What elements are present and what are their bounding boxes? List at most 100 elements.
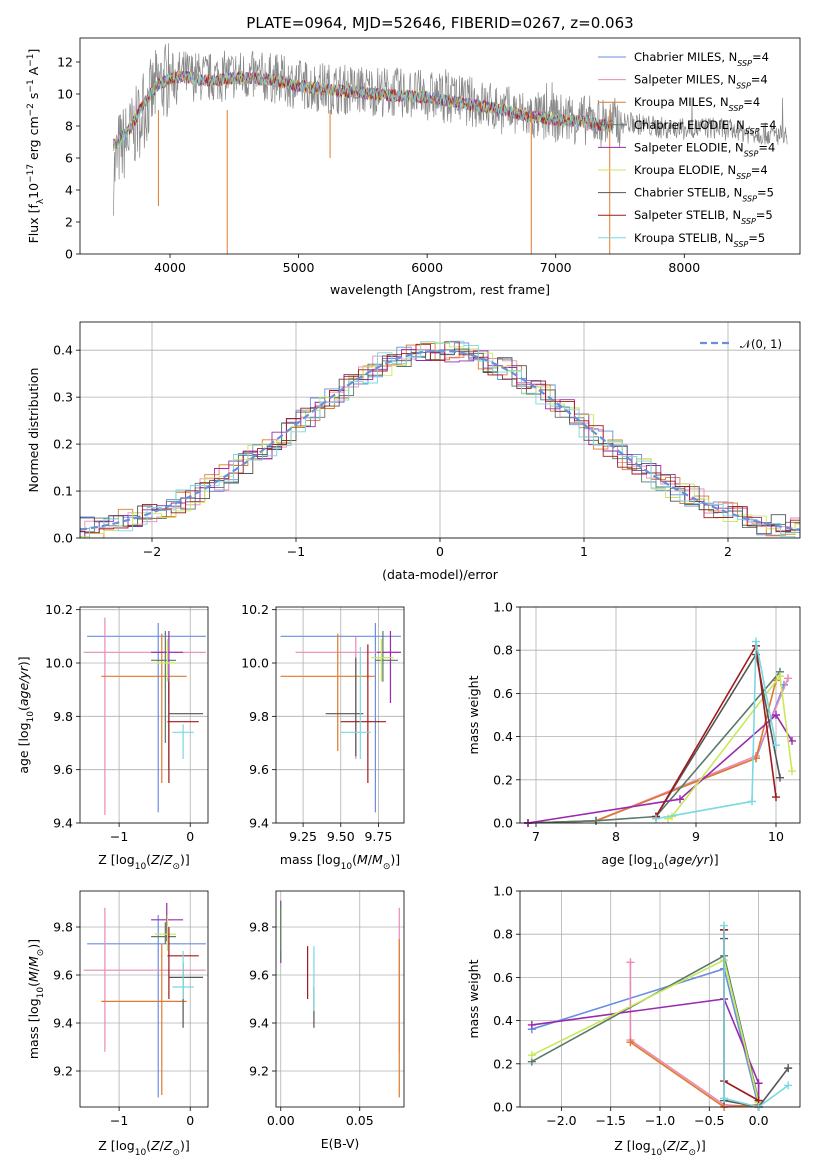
age-vs-mass-xlabel-part: 10	[341, 862, 353, 872]
residuals-ytick-label: 0.3	[53, 390, 73, 405]
legend-n: =5	[756, 208, 773, 222]
weight-vs-Z-ytick-label: 1.0	[493, 884, 513, 899]
weight-vs-Z-marker	[784, 1064, 793, 1073]
weight-vs-age-series-8	[655, 641, 777, 820]
legend-n: =4	[758, 140, 775, 154]
spectrum-ylabel-part: ]	[26, 49, 41, 54]
age-vs-Z-ytick-label: 9.8	[53, 709, 73, 724]
residuals-ytick-label: 0.2	[53, 437, 73, 452]
spectrum-ylabel-part: −17	[26, 164, 36, 183]
weight-vs-age-marker	[784, 674, 792, 683]
legend-entry-8: Kroupa STELIB, NSSP=5	[634, 231, 765, 249]
mass-vs-EBV-xlabel: E(B-V)	[321, 1136, 360, 1151]
weight-vs-Z-xlabel-part: Z [log	[614, 1138, 650, 1153]
mass-vs-EBV-ytick-label: 9.2	[249, 1064, 269, 1079]
spectrum-xtick-label: 4000	[154, 260, 186, 275]
mass-vs-Z-ytick-label: 9.4	[53, 1016, 73, 1031]
spectrum-ytick-label: 2	[65, 215, 73, 230]
legend-n: =4	[751, 73, 768, 87]
age-vs-mass-xlabel-part: ⊙	[383, 862, 391, 872]
mass-vs-EBV-points	[280, 900, 400, 1098]
weight-vs-Z-series-8	[723, 925, 789, 1108]
age-vs-mass-xlabel-part: (	[352, 852, 357, 867]
spectrum-ylabel-part: A	[26, 66, 41, 79]
weight-vs-age-xtick-label: 10	[768, 829, 784, 844]
legend-entry-4: Salpeter ELODIE, NSSP=4	[634, 140, 775, 158]
mass-vs-EBV-xtick-label: 0.05	[346, 1113, 374, 1128]
residuals-xtick-label: 0	[436, 544, 444, 559]
weight-vs-Z-marker	[720, 1094, 729, 1103]
weight-vs-Z-xlabel: Z [log10(Z/Z⊙)]	[614, 1138, 706, 1158]
weight-vs-age-series-2	[527, 680, 777, 824]
weight-vs-age-marker	[752, 637, 760, 646]
residuals-hist-5	[80, 341, 800, 537]
mass-vs-Z-frame	[79, 890, 209, 1108]
mass-vs-Z-xlabel-part: Z [log	[98, 1138, 134, 1153]
age-vs-Z-xtick-label: −1	[110, 829, 128, 844]
age-vs-mass-xlabel-part: M	[357, 852, 368, 867]
weight-vs-age-ytick-label: 0.0	[493, 816, 513, 831]
mass-vs-EBV-frame	[275, 890, 405, 1108]
age-vs-mass-xlabel-part: )]	[390, 852, 400, 867]
legend-entry-6: Chabrier STELIB, NSSP=5	[634, 186, 774, 204]
age-vs-Z-xlabel-part: ⊙	[172, 862, 180, 872]
spectrum-ylabel-part: s	[26, 93, 41, 104]
spectrum-lines	[113, 43, 788, 254]
weight-vs-age-ytick-label: 0.6	[493, 686, 513, 701]
weight-vs-Z-ytick-label: 0.6	[493, 970, 513, 985]
legend-sub: SSP	[742, 194, 757, 203]
residuals-xtick-label: −2	[143, 544, 161, 559]
weight-vs-age-xlabel-part: age/yr	[669, 852, 710, 867]
spectrum-ylabel-part: erg cm	[26, 116, 41, 164]
weight-vs-age-marker	[676, 795, 684, 804]
weight-vs-Z-series-4	[531, 998, 760, 1107]
mass-vs-Z-ylabel-part: )]	[26, 939, 41, 949]
legend-text: Salpeter MILES, N	[634, 73, 736, 87]
mass-vs-Z-xlabel: Z [log10(Z/Z⊙)]	[98, 1138, 190, 1158]
age-vs-Z-ytick-label: 10.2	[45, 602, 73, 617]
mass-vs-Z-ylabel-part: /	[26, 966, 41, 971]
age-vs-mass-ytick-label: 9.8	[249, 709, 269, 724]
legend-entry-2: Kroupa MILES, NSSP=4	[634, 95, 760, 113]
weight-vs-age-ylabel: mass weight	[466, 675, 481, 754]
age-vs-Z-ylabel-part: (	[16, 706, 31, 711]
spectrum-model-8	[113, 70, 614, 149]
mass-vs-Z-xlabel-part: 10	[135, 1148, 147, 1158]
legend-sub: SSP	[736, 172, 751, 181]
legend-sub: SSP	[729, 104, 744, 113]
spectrum-ytick-label: 6	[65, 151, 73, 166]
weight-vs-Z-xtick-label: −2.0	[546, 1113, 576, 1128]
residuals-ytick-label: 0.1	[53, 484, 73, 499]
weight-vs-age-frame	[519, 606, 801, 824]
weight-vs-age-marker	[748, 797, 756, 806]
legend-text: Chabrier ELODIE, N	[634, 118, 745, 132]
spectrum-ylabel-part: −1	[26, 79, 36, 92]
age-vs-Z-xlabel-part: Z	[163, 852, 173, 867]
mass-vs-Z-ylabel-part: M	[26, 956, 41, 967]
spectrum-ytick-label: 8	[65, 119, 73, 134]
age-vs-mass-xlabel-part: M	[372, 852, 383, 867]
age-vs-mass-xtick-label: 9.50	[327, 829, 355, 844]
age-vs-Z-ylabel-part: )]	[16, 656, 31, 666]
weight-vs-age-marker	[772, 741, 780, 750]
age-vs-Z-ytick-label: 9.6	[53, 762, 73, 777]
weight-vs-Z-frame	[519, 890, 801, 1108]
age-vs-Z-xlabel-part: /	[160, 852, 165, 867]
weight-vs-Z-series-6	[723, 929, 789, 1108]
residuals-axes: −2 −1 0 1 2 0.0 0.1 0.2 0.3 0.4	[53, 322, 800, 559]
weight-vs-age-xtick-label: 9	[692, 829, 700, 844]
mass-vs-EBV-axes: 0.00 0.05 9.2 9.4 9.6 9.8	[249, 891, 404, 1128]
age-vs-mass-ytick-label: 10.2	[241, 602, 269, 617]
figure-title: PLATE=0964, MJD=52646, FIBERID=0267, z=0…	[246, 14, 633, 32]
weight-vs-age-xlabel-part: age [log	[601, 852, 652, 867]
residuals-hist-7	[80, 341, 800, 534]
legend-n: =5	[748, 231, 765, 245]
mass-vs-Z-xlabel-part: ⊙	[172, 1148, 180, 1158]
weight-vs-age-series-3	[527, 671, 781, 824]
residuals-hist-8	[80, 340, 800, 538]
spectrum-ylabel-part: Flux [f	[26, 204, 41, 244]
weight-vs-age-ytick-label: 0.2	[493, 772, 513, 787]
age-vs-Z-xlabel-part: Z [log	[98, 852, 134, 867]
spectrum-xtick-label: 6000	[411, 260, 443, 275]
residuals-hist	[80, 340, 800, 538]
